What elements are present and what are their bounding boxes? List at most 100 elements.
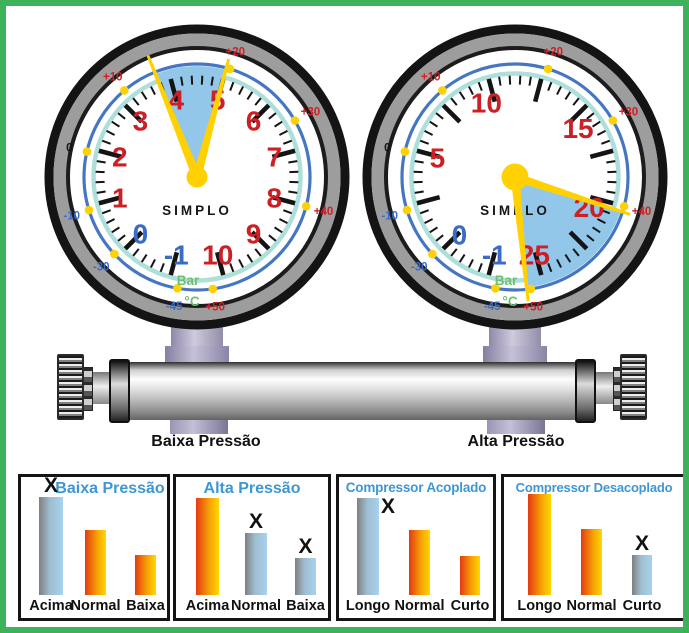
temp-label: +20: [544, 47, 564, 59]
bar-curto: [632, 555, 652, 595]
minor-tick: [586, 234, 595, 242]
scale-number: 0: [133, 219, 149, 250]
minor-tick: [111, 120, 120, 128]
major-tick: [98, 148, 123, 160]
needle: [146, 55, 202, 179]
temp-dot: [400, 147, 410, 156]
temp-label: +30: [301, 107, 321, 119]
major-tick: [486, 251, 498, 276]
minor-tick: [117, 234, 126, 242]
temp-dot: [428, 249, 437, 259]
minor-tick: [278, 218, 288, 224]
label-baixa-pressao: Baixa Pressão: [151, 433, 261, 450]
temp-label: +40: [314, 206, 334, 218]
valve-shaft-left: [89, 372, 110, 404]
needle: [192, 58, 230, 179]
minor-tick: [601, 139, 611, 145]
gauge-rim-inner: [384, 46, 646, 308]
major-tick: [271, 148, 296, 160]
minor-tick: [140, 91, 148, 100]
scale-number: 4: [169, 85, 185, 116]
minor-tick: [477, 263, 483, 273]
major-tick: [416, 194, 441, 206]
temp-dot: [608, 116, 618, 125]
major-tick: [168, 78, 180, 103]
minor-tick: [96, 160, 106, 164]
temp-label: +50: [205, 302, 225, 314]
minor-tick: [106, 130, 116, 136]
minor-tick: [564, 91, 572, 100]
minor-tick: [274, 226, 283, 234]
bar-label: Baixa: [286, 598, 325, 614]
temp-dot: [173, 283, 182, 293]
major-tick: [568, 230, 589, 251]
minor-tick: [414, 160, 424, 164]
minor-tick: [274, 120, 283, 128]
major-tick: [486, 78, 498, 103]
x-mark: X: [248, 510, 264, 533]
temp-dot: [208, 284, 218, 294]
minor-tick: [596, 218, 606, 224]
minor-tick: [592, 226, 601, 234]
panel-title: Compressor Desacoplado: [515, 480, 673, 495]
minor-tick: [117, 112, 126, 120]
manifold-body: [128, 362, 577, 420]
valve-knob-right: [620, 354, 647, 420]
major-tick: [123, 230, 144, 251]
temp-label: -10: [381, 210, 398, 222]
minor-tick: [450, 97, 458, 106]
minor-tick: [606, 190, 616, 194]
temp-label: +20: [226, 47, 246, 59]
bar-label: Normal: [566, 598, 617, 614]
minor-tick: [572, 97, 580, 106]
minor-tick: [229, 263, 235, 273]
temp-dot: [402, 205, 412, 215]
minor-tick: [268, 112, 277, 120]
bar-baixa: [135, 555, 156, 595]
needle-hub: [501, 163, 529, 191]
bar-longo: [528, 494, 551, 595]
temp-ring: [400, 62, 630, 292]
major-tick: [250, 230, 271, 251]
scale-number: 8: [266, 183, 282, 214]
major-tick: [441, 103, 462, 124]
bar-label: Acima: [185, 598, 230, 614]
minor-tick: [429, 120, 438, 128]
bar-label: Longo: [345, 598, 391, 614]
temp-dot: [301, 201, 311, 211]
minor-tick: [419, 209, 429, 215]
temp-dot: [543, 64, 553, 74]
scale-number: 1: [112, 183, 128, 214]
bar-normal: [409, 530, 430, 595]
minor-tick: [254, 248, 262, 257]
bar-label: Acima: [29, 598, 73, 614]
minor-tick: [468, 86, 474, 96]
x-mark: X: [381, 495, 396, 518]
major-tick: [416, 148, 441, 160]
scale-number: 5: [430, 143, 446, 174]
needle: [510, 176, 530, 302]
temp-label: +10: [421, 72, 441, 84]
minor-tick: [592, 120, 601, 128]
pressure-gauge-low: -1012345678910-45-30-100+10+20+30+40+50B…: [44, 24, 350, 330]
bar-acima: [196, 498, 219, 595]
panel-alta-pressao: Alta Pressão Acima Normal X Baixa X: [173, 474, 331, 621]
minor-tick: [132, 248, 140, 257]
minor-tick: [101, 139, 111, 145]
minor-tick: [556, 258, 562, 268]
minor-tick: [429, 226, 438, 234]
temp-label: 0: [384, 143, 390, 155]
major-tick: [441, 230, 462, 251]
temp-label: -30: [93, 261, 110, 273]
temp-ring: [82, 62, 312, 292]
minor-tick: [450, 248, 458, 257]
x-mark: X: [298, 535, 313, 558]
unit-celsius: °C: [184, 294, 199, 309]
minor-tick: [435, 112, 444, 120]
minor-tick: [159, 263, 165, 273]
temp-dot: [120, 86, 129, 95]
temp-dot: [619, 201, 629, 211]
gauge-rim-gray: [371, 33, 659, 321]
unit-bar: Bar: [495, 273, 518, 288]
bar-label: Normal: [70, 598, 121, 614]
